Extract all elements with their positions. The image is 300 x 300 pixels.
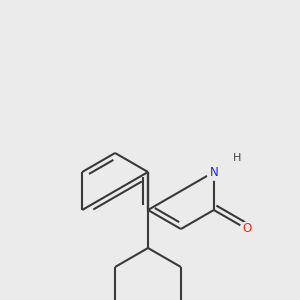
Text: H: H: [233, 153, 242, 163]
Text: N: N: [209, 166, 218, 178]
Text: O: O: [242, 223, 251, 236]
